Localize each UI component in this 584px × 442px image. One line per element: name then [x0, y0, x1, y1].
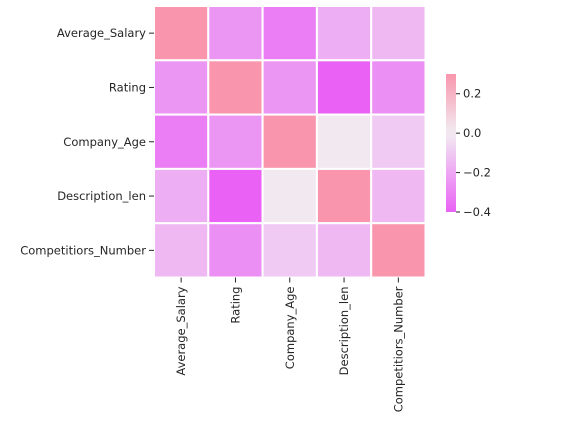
- heatmap-cell: [207, 222, 264, 279]
- y-tick-label: Description_len: [57, 189, 146, 203]
- heatmap-cell: [261, 113, 318, 170]
- heatmap-cell: [207, 5, 264, 62]
- colorbar: 0.2 0.0 −0.2 −0.4: [446, 74, 491, 219]
- heatmap-cell: [315, 113, 373, 170]
- heatmap-cell: [207, 113, 264, 170]
- heatmap-cell: [153, 59, 210, 116]
- heatmap-cell: [370, 59, 427, 116]
- heatmap-cell: [207, 167, 264, 225]
- y-tick-label: Rating: [109, 80, 146, 94]
- x-tick-label: Competitiors_Number: [391, 286, 405, 412]
- heatmap-cell: [153, 222, 210, 279]
- heatmap-cell: [315, 59, 373, 116]
- heatmap-cell: [315, 167, 373, 225]
- x-tick-label: Rating: [228, 287, 242, 324]
- x-tick-label: Description_len: [337, 287, 351, 376]
- heatmap-cell: [315, 222, 373, 279]
- heatmap-cell: [207, 59, 264, 116]
- heatmap-cell: [153, 167, 210, 225]
- heatmap-cell: [370, 222, 427, 279]
- heatmap-cell: [153, 5, 210, 62]
- colorbar-tick-label: −0.2: [463, 166, 491, 180]
- heatmap-cell: [261, 59, 318, 116]
- colorbar-tick-label: −0.4: [463, 205, 491, 219]
- heatmap-cell: [261, 167, 318, 225]
- heatmap-cell: [370, 5, 427, 62]
- x-tick-label: Company_Age: [283, 287, 297, 370]
- x-axis-labels: Average_Salary Rating Company_Age Descripti…: [174, 277, 405, 412]
- heatmap-cell: [261, 5, 318, 62]
- heatmap-cell: [370, 113, 427, 170]
- y-tick-label: Company_Age: [63, 135, 146, 149]
- y-tick-label: Average_Salary: [57, 26, 146, 40]
- x-tick-label: Average_Salary: [174, 286, 188, 375]
- heatmap-cell: [315, 5, 373, 62]
- y-axis-labels: Average_Salary Rating Company_Age Descripti…: [20, 26, 154, 257]
- colorbar-tick-label: 0.2: [463, 87, 481, 101]
- colorbar-ticks: 0.2 0.0 −0.2 −0.4: [456, 87, 491, 219]
- y-tick-label: Competitiors_Number: [20, 243, 146, 257]
- heatmap-cell: [370, 167, 427, 225]
- heatmap-cell: [153, 113, 210, 170]
- heatmap-cell: [261, 222, 318, 279]
- colorbar-tick-label: 0.0: [463, 126, 481, 140]
- heatmap-cells: [153, 5, 427, 279]
- colorbar-gradient: [446, 74, 456, 212]
